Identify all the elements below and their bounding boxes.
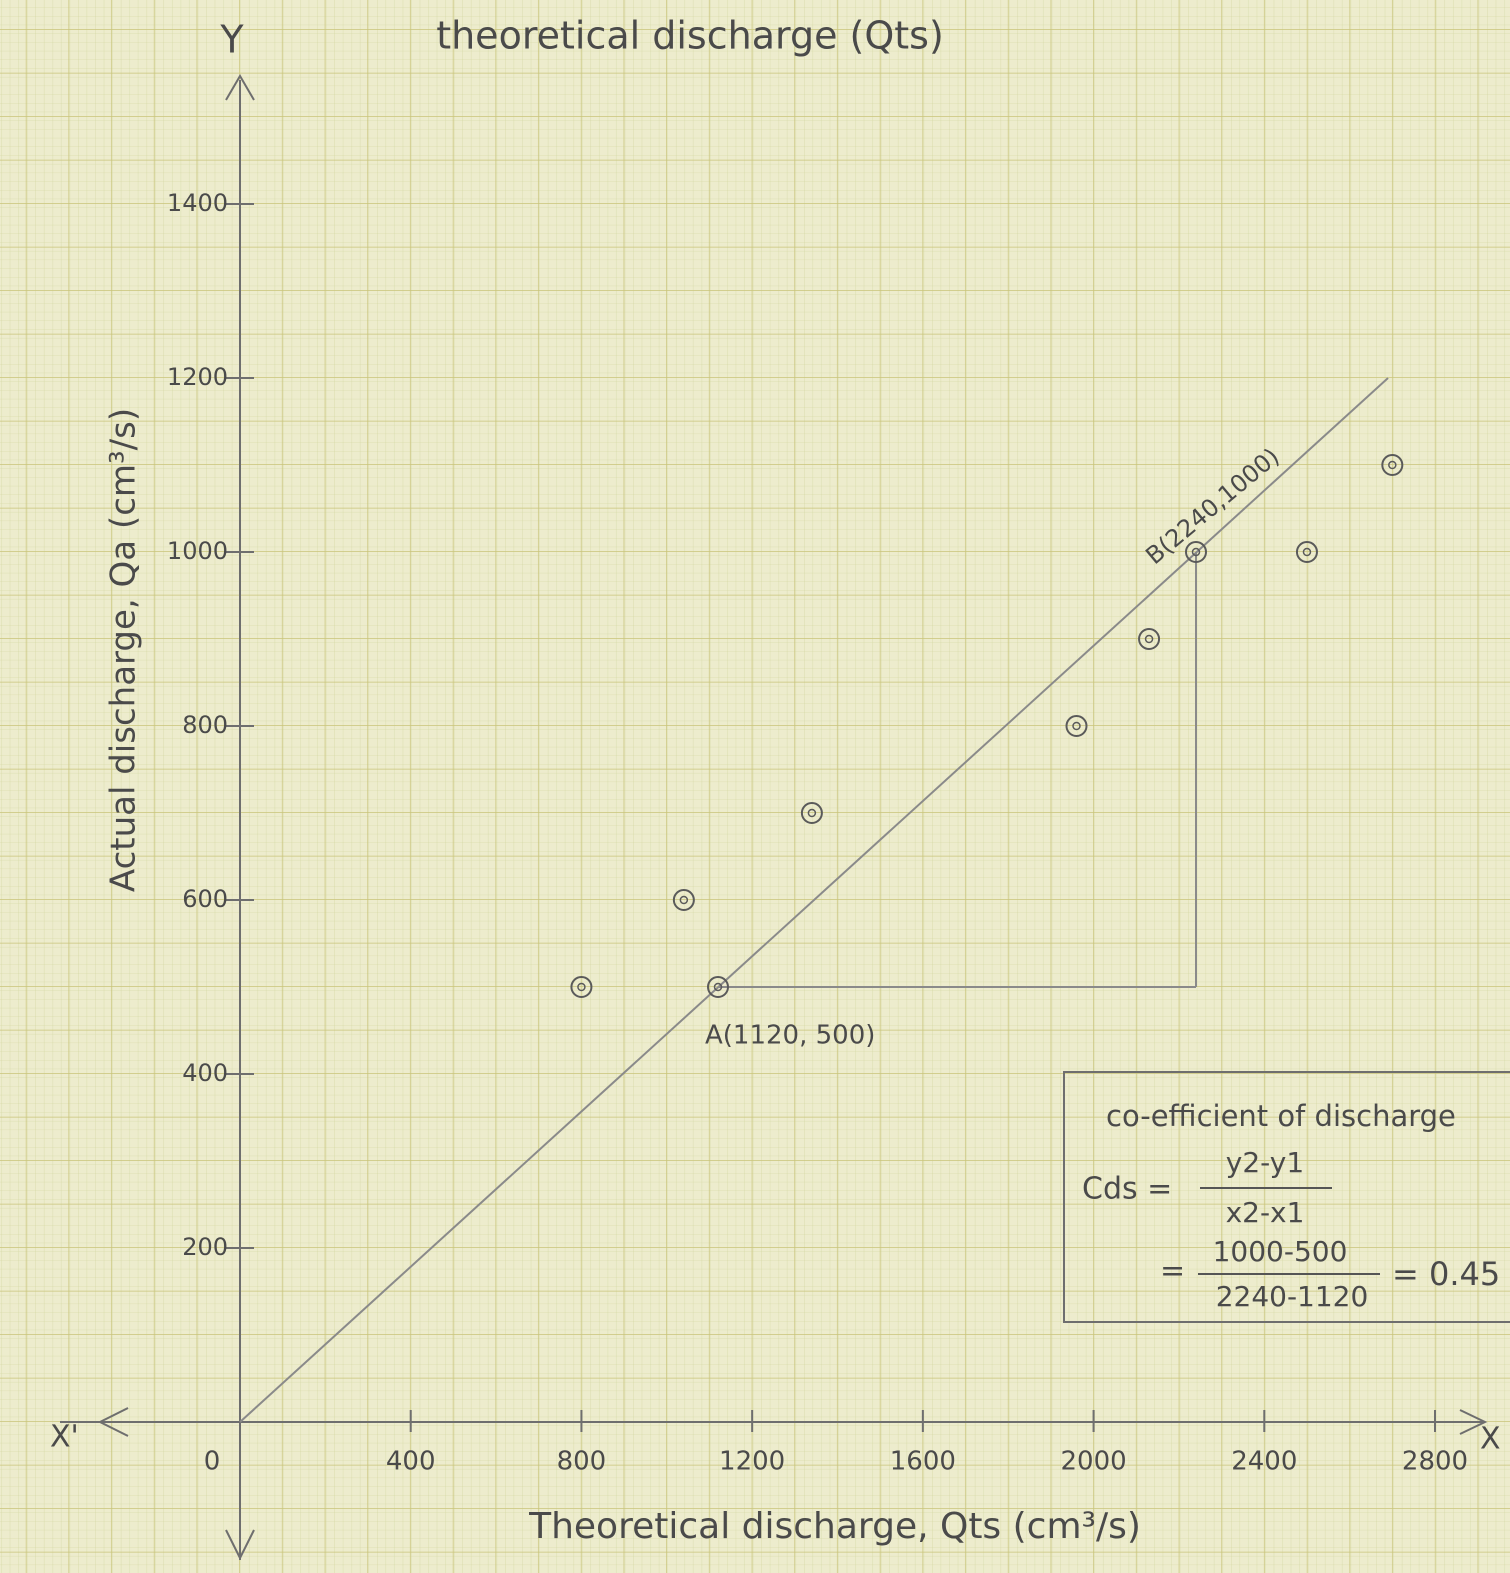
page: Y X X' theoretical discharge (Qts) Theor…	[0, 0, 1510, 1573]
x-tick-label: 0	[204, 1447, 221, 1477]
x-tick-label: 400	[386, 1447, 436, 1477]
y-axis-label: Actual discharge, Qa (cm³/s)	[104, 408, 144, 892]
y-tick-label: 1400	[167, 189, 228, 217]
formula-text: 1000-500	[1213, 1235, 1348, 1268]
formula-text: = 0.45	[1392, 1255, 1500, 1293]
y-tick-label: 1200	[167, 363, 228, 391]
axis-letter: X'	[50, 1420, 79, 1455]
y-tick-label: 400	[182, 1059, 228, 1087]
paper-grid	[0, 0, 1510, 1573]
formula-text: y2-y1	[1226, 1146, 1304, 1179]
x-tick-label: 2000	[1060, 1447, 1126, 1477]
y-tick-label: 1000	[167, 537, 228, 565]
formula-text: x2-x1	[1226, 1196, 1305, 1229]
x-tick-label: 2400	[1231, 1447, 1297, 1477]
formula-text: Cds =	[1082, 1172, 1172, 1207]
formula-title: co-efficient of discharge	[1106, 1099, 1456, 1133]
x-axis-label: Theoretical discharge, Qts (cm³/s)	[528, 1506, 1141, 1547]
y-tick-label: 600	[182, 885, 228, 913]
point-label: A(1120, 500)	[705, 1021, 875, 1051]
x-tick-label: 1200	[719, 1447, 785, 1477]
x-tick-label: 2800	[1402, 1447, 1468, 1477]
chart-title: theoretical discharge (Qts)	[436, 14, 944, 58]
axis-letter: Y	[219, 18, 244, 62]
axis-letter: X	[1480, 1422, 1501, 1457]
x-tick-label: 1600	[890, 1447, 956, 1477]
formula-text: =	[1160, 1254, 1185, 1289]
chart: Y X X' theoretical discharge (Qts) Theor…	[0, 0, 1510, 1573]
formula-text: 2240-1120	[1216, 1280, 1369, 1313]
x-tick-label: 800	[557, 1447, 607, 1477]
y-tick-label: 800	[182, 711, 228, 739]
y-tick-label: 200	[182, 1233, 228, 1261]
